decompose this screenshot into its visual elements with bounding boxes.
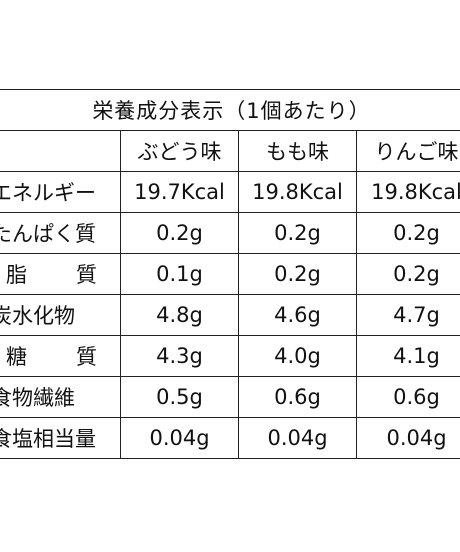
row-label-sugar: 糖 質 xyxy=(0,335,121,377)
value-cell: 4.1g xyxy=(356,335,460,377)
value-cell: 0.04g xyxy=(238,417,357,459)
table-row: たんぱく質 0.2g 0.2g 0.2g xyxy=(0,212,460,254)
title-row: 栄養成分表示（1個あたり） xyxy=(0,89,460,131)
value-cell: 0.5g xyxy=(120,376,239,418)
value-cell: 0.2g xyxy=(238,253,357,295)
value-cell: 0.6g xyxy=(356,376,460,418)
row-label-protein: たんぱく質 xyxy=(0,212,121,254)
header-apple: りんご味 xyxy=(356,130,460,172)
value-cell: 0.2g xyxy=(356,212,460,254)
row-label-fat: 脂 質 xyxy=(0,253,121,295)
header-row: ぶどう味 もも味 りんご味 xyxy=(0,130,460,172)
value-cell: 19.8Kcal xyxy=(356,171,460,213)
table-row: 炭水化物 4.8g 4.6g 4.7g xyxy=(0,294,460,336)
table-row: 食物繊維 0.5g 0.6g 0.6g xyxy=(0,376,460,418)
value-cell: 0.04g xyxy=(120,417,239,459)
value-cell: 4.8g xyxy=(120,294,239,336)
value-cell: 0.2g xyxy=(238,212,357,254)
value-cell: 0.2g xyxy=(120,212,239,254)
value-cell: 0.6g xyxy=(238,376,357,418)
table-title: 栄養成分表示（1個あたり） xyxy=(0,89,460,131)
header-empty-cell xyxy=(0,130,121,172)
value-cell: 4.0g xyxy=(238,335,357,377)
value-cell: 4.7g xyxy=(356,294,460,336)
row-label-salt-equivalent: 食塩相当量 xyxy=(0,417,121,459)
table-row: エネルギー 19.7Kcal 19.8Kcal 19.8Kcal xyxy=(0,171,460,213)
nutrition-table: 栄養成分表示（1個あたり） ぶどう味 もも味 りんご味 エネルギー 19.7Kc… xyxy=(0,89,460,459)
header-peach: もも味 xyxy=(238,130,357,172)
value-cell: 19.8Kcal xyxy=(238,171,357,213)
value-cell: 0.2g xyxy=(356,253,460,295)
value-cell: 19.7Kcal xyxy=(120,171,239,213)
nutrition-facts-panel: 栄養成分表示（1個あたり） ぶどう味 もも味 りんご味 エネルギー 19.7Kc… xyxy=(0,89,460,459)
header-grape: ぶどう味 xyxy=(120,130,239,172)
table-row: 糖 質 4.3g 4.0g 4.1g xyxy=(0,335,460,377)
row-label-energy: エネルギー xyxy=(0,171,121,213)
value-cell: 4.6g xyxy=(238,294,357,336)
table-row: 脂 質 0.1g 0.2g 0.2g xyxy=(0,253,460,295)
table-row: 食塩相当量 0.04g 0.04g 0.04g xyxy=(0,417,460,459)
value-cell: 0.1g xyxy=(120,253,239,295)
row-label-carbohydrate: 炭水化物 xyxy=(0,294,121,336)
value-cell: 0.04g xyxy=(356,417,460,459)
row-label-dietary-fiber: 食物繊維 xyxy=(0,376,121,418)
value-cell: 4.3g xyxy=(120,335,239,377)
